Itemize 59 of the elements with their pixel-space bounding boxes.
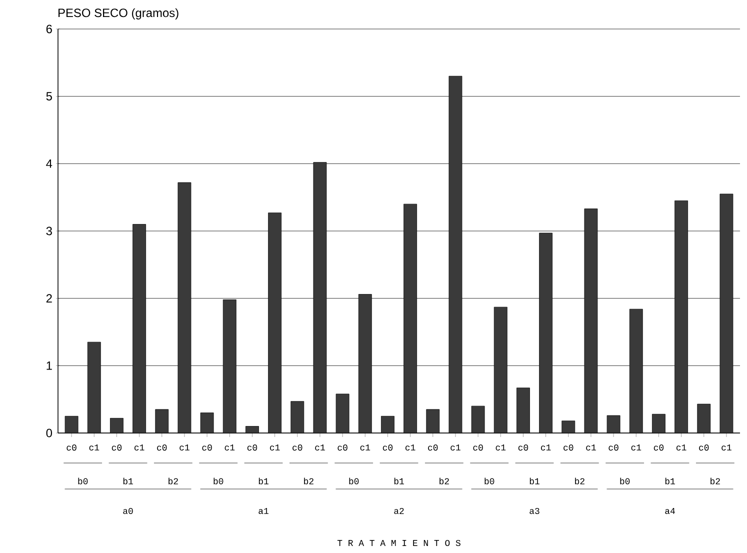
x-tick-label: c1 — [315, 444, 325, 451]
x-tick-label: c1 — [722, 444, 732, 451]
x-tick-label: c1 — [89, 444, 100, 451]
x-tick-label: c1 — [405, 444, 416, 451]
text: b1 — [258, 478, 268, 484]
text: b1 — [665, 478, 675, 484]
x-tick-label: c0 — [338, 444, 348, 451]
text: a3 — [530, 508, 540, 514]
text: b0 — [484, 478, 494, 484]
x-tick-label: c0 — [699, 444, 709, 451]
y-tick-label: 6 — [46, 24, 52, 34]
y-axis-title: PESO SECO (gramos) — [58, 8, 178, 20]
x-tick-label: c1 — [496, 444, 506, 451]
x-tick-label: c1 — [450, 444, 460, 451]
text: a4 — [665, 508, 675, 514]
y-tick-label: 0 — [46, 428, 52, 438]
x-tick-label: c0 — [518, 444, 528, 451]
text: a0 — [123, 508, 133, 514]
text: b1 — [530, 478, 540, 484]
y-tick-label: 3 — [46, 226, 52, 236]
x-tick-label: c0 — [564, 444, 574, 451]
text: b0 — [214, 478, 224, 484]
text: T R A T A M I E N T O S — [337, 540, 460, 546]
text: b2 — [168, 478, 178, 484]
x-tick-label: c1 — [224, 444, 235, 451]
x-tick-label: c0 — [292, 444, 302, 451]
x-tick-label: c1 — [270, 444, 280, 451]
y-tick-label: 1 — [46, 362, 52, 370]
text: b0 — [349, 478, 359, 484]
x-tick-label: c0 — [473, 444, 483, 451]
x-tick-label: c0 — [157, 444, 167, 451]
text: b1 — [394, 478, 404, 484]
x-tick-label: c1 — [180, 444, 190, 451]
x-tick-label: c0 — [654, 444, 664, 451]
text: b0 — [78, 478, 88, 484]
text: b2 — [575, 478, 584, 484]
x-tick-label: c0 — [66, 444, 76, 451]
y-tick-label: 2 — [46, 294, 52, 303]
x-tick-label: c0 — [608, 444, 618, 451]
x-tick-label: c0 — [202, 444, 212, 451]
text: b1 — [123, 478, 133, 484]
x-tick-label: c1 — [540, 444, 551, 451]
x-tick-label: c1 — [631, 444, 642, 451]
text: b0 — [620, 478, 630, 484]
x-tick-label: c1 — [360, 444, 370, 451]
text: a2 — [394, 508, 404, 514]
x-tick-label: c0 — [382, 444, 393, 451]
text: b2 — [440, 478, 449, 484]
x-tick-label: c1 — [676, 444, 686, 451]
text: a1 — [258, 508, 268, 514]
text: b2 — [304, 478, 314, 484]
x-tick-label: c0 — [112, 444, 122, 451]
x-tick-label: c0 — [428, 444, 438, 451]
y-tick-label: 5 — [46, 92, 52, 100]
y-tick-label: 4 — [46, 160, 52, 168]
x-tick-label: c1 — [586, 444, 596, 451]
x-tick-label: c0 — [247, 444, 258, 451]
x-tick-label: c1 — [134, 444, 144, 451]
text: b2 — [710, 478, 720, 484]
